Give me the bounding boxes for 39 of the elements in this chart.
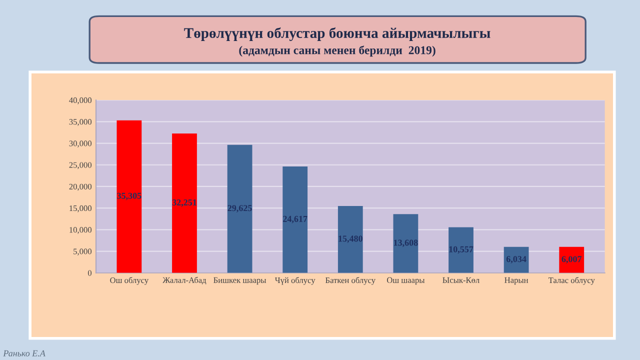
y-tick-label: 15,000 [70,205,92,212]
x-tick-label: Талас облусу [548,277,595,285]
bar [504,246,529,273]
data-label: 6,034 [506,256,526,264]
x-tick-label: Чүй облусу [274,277,316,285]
bar [116,120,142,273]
bar [338,206,363,273]
y-tick-label: 5,000 [74,248,92,256]
bar [559,246,584,273]
chart-title: Төрөлүүнүн облустар боюнча айырмачылыгы [184,27,490,41]
data-label: 10,557 [449,246,474,254]
x-tick-label: Баткен облусу [326,277,376,285]
x-tick-label: Жалал-Абад [162,276,206,284]
data-label: 29,625 [228,205,252,212]
data-label: 15,480 [338,236,362,244]
x-tick-label: Ош шаары [386,277,425,285]
bar [227,144,252,273]
x-tick-label: Нарын [504,277,528,285]
data-label: 13,608 [394,240,418,248]
x-tick-label: Ысык-Көл [442,277,480,283]
data-label: 6,007 [562,256,582,264]
y-tick-label: 30,000 [69,140,92,148]
y-tick-label: 25,000 [69,162,92,170]
text: Ранько Е.А [3,350,46,356]
y-tick-label: 40,000 [69,97,92,104]
bar [448,227,474,273]
data-label: 35,305 [117,192,142,200]
bar [393,214,418,273]
chart-subtitle: (адамдын саны менен берилди 2019) [239,46,436,57]
y-tick-label: 35,000 [69,119,92,126]
bar [172,134,197,273]
y-tick-label: 20,000 [69,184,92,191]
y-tick-label: 10,000 [70,227,92,234]
x-tick-label: Бишкек шаары [214,277,266,285]
x-tick-label: Ош облусу [110,277,149,285]
y-tick-label: 0 [88,270,92,276]
data-label: 32,251 [172,199,196,207]
bar [282,166,308,273]
data-label: 24,617 [283,216,308,224]
